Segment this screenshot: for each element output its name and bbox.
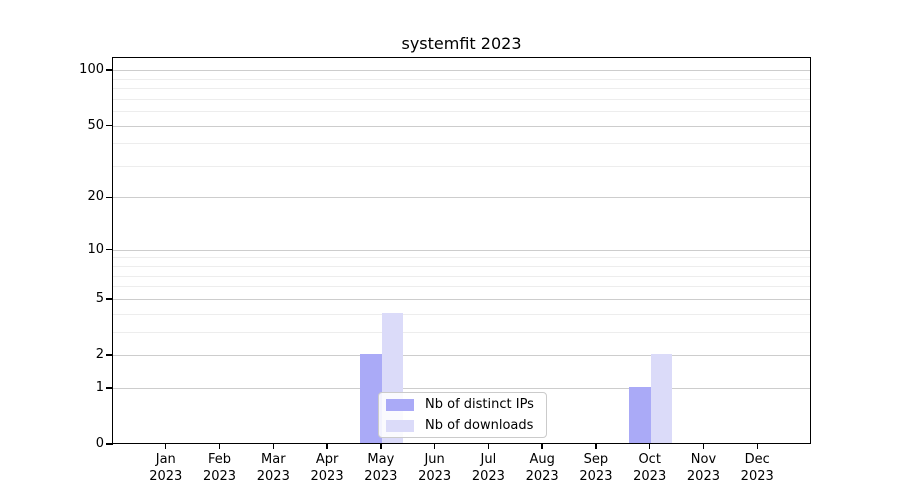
y-tick — [106, 443, 113, 445]
minor-gridline — [113, 143, 810, 145]
minor-gridline — [113, 257, 810, 259]
y-tick-label: 20 — [87, 189, 104, 205]
distinct-ips-swatch — [386, 398, 414, 411]
y-tick-label: 50 — [87, 117, 104, 133]
minor-gridline — [113, 165, 810, 167]
major-gridline — [113, 125, 810, 127]
x-tick — [595, 444, 597, 449]
x-tick-label: Aug 2023 — [525, 452, 559, 484]
y-tick-label: 1 — [95, 379, 104, 395]
x-tick-label: Dec 2023 — [740, 452, 774, 484]
x-tick — [272, 444, 274, 449]
bar-distinct-ips — [629, 386, 651, 443]
y-tick — [106, 387, 113, 389]
minor-gridline — [113, 331, 810, 333]
minor-gridline — [113, 266, 810, 268]
major-gridline — [113, 197, 810, 199]
minor-gridline — [113, 313, 810, 315]
legend-label-distinct-ips: Nb of distinct IPs — [425, 396, 534, 412]
x-tick — [218, 444, 221, 449]
x-tick — [648, 444, 651, 449]
major-gridline — [113, 355, 810, 356]
x-tick-label: May 2023 — [364, 452, 398, 484]
y-tick — [106, 249, 113, 251]
major-gridline — [113, 70, 810, 72]
x-tick-label: Jan 2023 — [149, 452, 183, 484]
major-gridline — [113, 387, 810, 389]
x-tick — [702, 444, 705, 449]
x-tick — [541, 444, 543, 449]
legend: Nb of distinct IPs Nb of downloads — [378, 392, 547, 438]
x-tick-label: Apr 2023 — [310, 452, 344, 484]
major-gridline — [113, 249, 810, 251]
minor-gridline — [113, 275, 810, 277]
major-gridline — [113, 298, 810, 300]
y-tick-label: 0 — [95, 436, 104, 451]
minor-gridline — [113, 98, 810, 100]
plot-area — [112, 57, 811, 444]
y-tick — [106, 354, 113, 356]
x-tick — [756, 444, 758, 449]
minor-gridline — [113, 111, 810, 113]
legend-entry-downloads: Nb of downloads — [386, 417, 539, 433]
x-tick — [487, 444, 490, 449]
y-tick — [106, 298, 113, 300]
bar-distinct-ips — [360, 354, 382, 443]
minor-gridline — [113, 286, 810, 288]
x-tick-label: Nov 2023 — [686, 452, 720, 484]
x-tick — [433, 444, 436, 449]
y-tick-label: 2 — [95, 347, 104, 362]
legend-entry-distinct-ips: Nb of distinct IPs — [386, 396, 539, 412]
x-tick — [326, 444, 328, 449]
x-tick-label: Jun 2023 — [418, 452, 452, 484]
y-tick-label: 100 — [79, 62, 104, 78]
chart-title: systemfit 2023 — [401, 34, 522, 53]
bar-downloads — [650, 354, 673, 443]
x-tick-label: Feb 2023 — [202, 452, 237, 484]
y-tick — [106, 124, 113, 127]
legend-label-downloads: Nb of downloads — [425, 417, 534, 433]
downloads-swatch — [386, 419, 414, 432]
x-tick-label: Jul 2023 — [471, 452, 505, 484]
x-tick — [380, 444, 382, 449]
y-tick — [106, 196, 113, 199]
minor-gridline — [113, 78, 810, 80]
x-tick-label: Mar 2023 — [256, 452, 290, 484]
x-tick-label: Oct 2023 — [633, 452, 667, 484]
y-tick-label: 5 — [95, 290, 104, 306]
y-tick-label: 10 — [87, 241, 104, 257]
y-tick — [106, 69, 113, 71]
x-tick — [165, 444, 167, 449]
minor-gridline — [113, 88, 810, 90]
x-tick-label: Sep 2023 — [579, 452, 613, 484]
